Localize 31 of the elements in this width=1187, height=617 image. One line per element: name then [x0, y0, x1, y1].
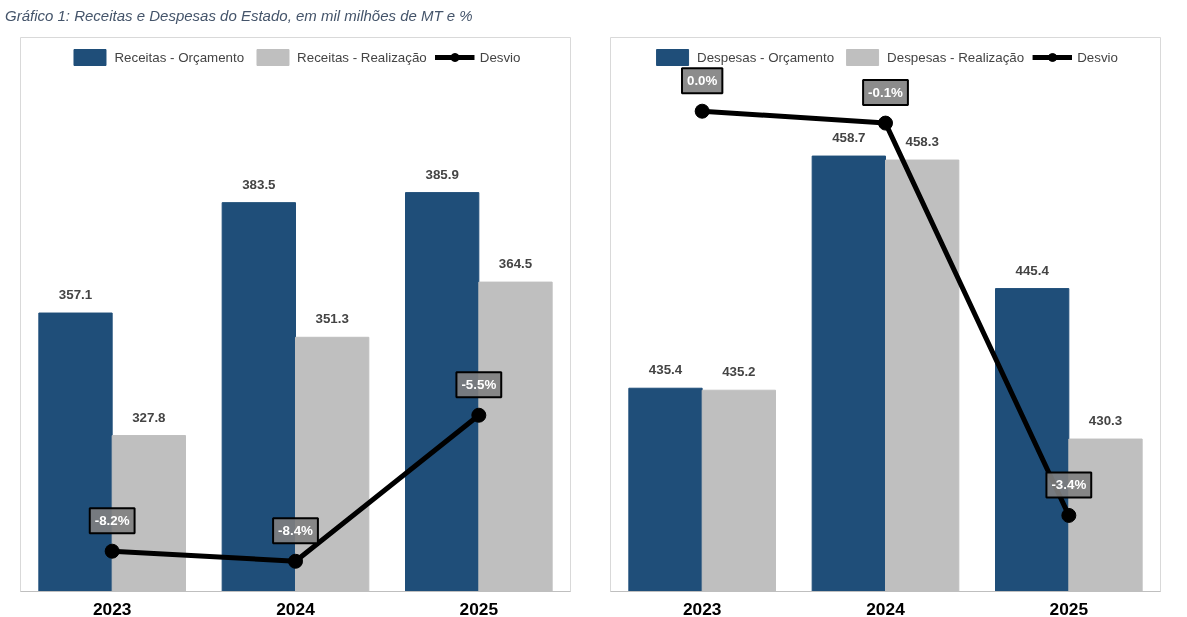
- data-label: 364.5: [498, 256, 533, 272]
- chart-title: Gráfico 1: Receitas e Despesas do Estado, em mil milhões de MT e %: [5, 6, 473, 26]
- data-label: 435.2: [722, 364, 756, 380]
- data-label: 0.0%: [686, 73, 718, 89]
- legend-label: Desvio: [479, 49, 521, 65]
- data-label: -0.1%: [868, 85, 904, 101]
- x-tick-label: 2023: [92, 598, 132, 617]
- data-label: 327.8: [132, 409, 166, 425]
- data-label: 351.3: [315, 311, 349, 327]
- data-label: -3.4%: [1051, 477, 1087, 493]
- data-label: 435.4: [648, 362, 683, 378]
- data-label: -8.4%: [278, 523, 314, 539]
- data-label: 357.1: [58, 287, 93, 303]
- legend-label: Desvio: [1077, 49, 1118, 65]
- legend-label: Receitas - Realização: [297, 49, 427, 65]
- data-label: 430.3: [1088, 413, 1123, 429]
- data-label: 458.7: [832, 130, 866, 146]
- data-label: 445.4: [1015, 262, 1050, 278]
- legend-label: Despesas - Orçamento: [697, 49, 835, 65]
- data-label: 385.9: [425, 166, 459, 182]
- x-tick-label: 2024: [276, 598, 316, 617]
- x-tick-label: 2024: [866, 598, 906, 617]
- data-label: 383.5: [242, 176, 277, 192]
- legend-label: Despesas - Realização: [887, 49, 1025, 65]
- x-tick-label: 2025: [459, 598, 499, 617]
- x-tick-label: 2023: [682, 598, 722, 617]
- legend-label: Receitas - Orçamento: [114, 49, 245, 65]
- data-label: 458.3: [905, 134, 939, 150]
- data-label: -5.5%: [461, 377, 497, 393]
- x-tick-label: 2025: [1049, 598, 1089, 617]
- data-label: -8.2%: [94, 513, 130, 529]
